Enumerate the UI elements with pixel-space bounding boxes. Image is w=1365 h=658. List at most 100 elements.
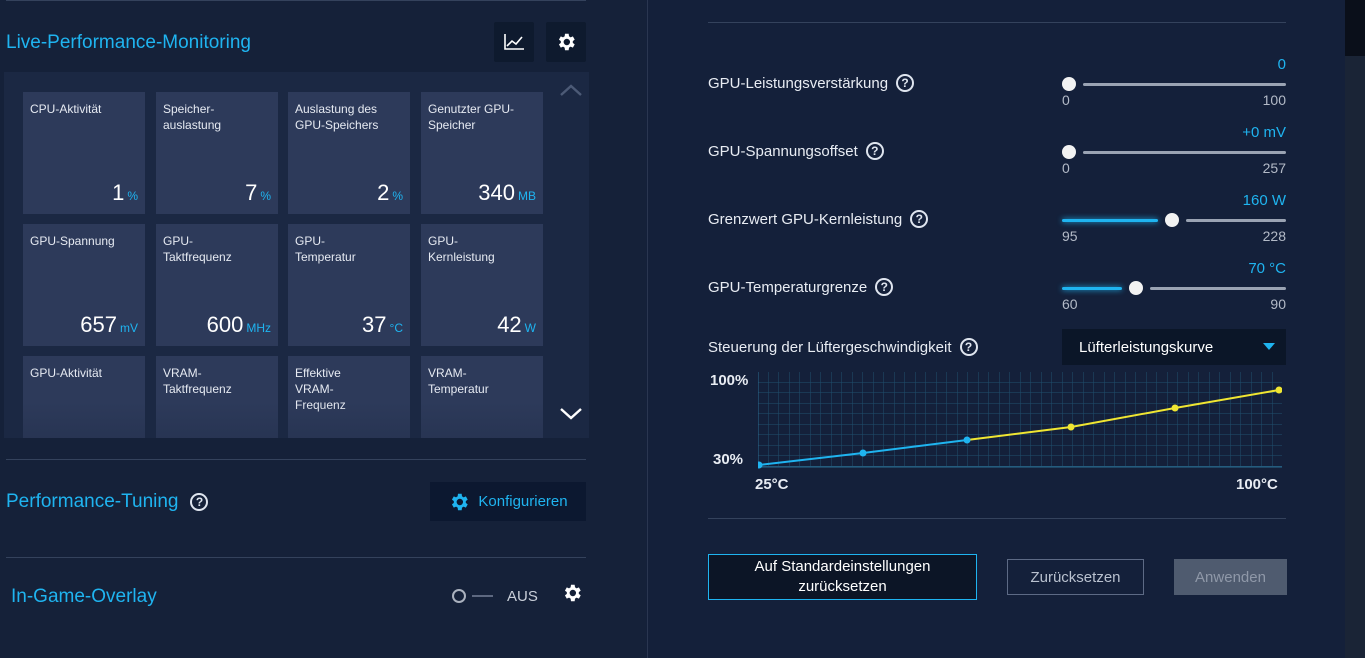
metric-value: 340: [478, 180, 515, 205]
slider-min: 95: [1062, 228, 1078, 244]
metric-tile-gpu-core-power: GPU- Kernleistung 42 W: [421, 224, 543, 346]
fan-y-max-label: 100%: [710, 372, 749, 389]
fan-mode-dropdown[interactable]: Lüfterleistungskurve: [1062, 329, 1286, 365]
fan-curve-point[interactable]: [1067, 423, 1075, 431]
slider-value: 160 W: [1242, 192, 1286, 209]
slider-min: 60: [1062, 296, 1078, 312]
metric-value: 657: [80, 312, 117, 337]
slider-track: [1083, 83, 1286, 86]
fan-x-min-label: 25°C: [755, 476, 789, 493]
slider-knob[interactable]: [1062, 77, 1076, 91]
caret-down-icon: [1263, 343, 1275, 350]
scrollbar[interactable]: [1345, 56, 1365, 658]
fan-mode-value: Lüfterleistungskurve: [1079, 338, 1214, 356]
divider: [6, 459, 586, 460]
metric-label: VRAM- Temperatur: [428, 366, 489, 396]
reset-button[interactable]: Zurücksetzen: [1007, 559, 1144, 595]
tuning-header: Performance-Tuning ?: [6, 491, 209, 513]
window-edge: [1345, 0, 1365, 56]
metric-label: VRAM- Taktfrequenz: [163, 366, 232, 396]
metric-tile-gpu-memory-usage: Auslastung des GPU-Speichers 2%: [288, 92, 410, 214]
right-panel: GPU-Leistungsverstärkung ? 0 0 100 GPU-S…: [647, 0, 1345, 658]
apply-button[interactable]: Anwenden: [1174, 559, 1287, 595]
metric-tile-cpu-activity: CPU-Aktivität 1%: [23, 92, 145, 214]
configure-button[interactable]: Konfigurieren: [430, 482, 586, 521]
metric-label: GPU-Aktivität: [30, 366, 103, 380]
metric-tile-gpu-voltage: GPU-Spannung 657 mV: [23, 224, 145, 346]
fan-curve-point[interactable]: [758, 461, 763, 469]
setting-gpu-boost-label: GPU-Leistungsverstärkung ?: [708, 74, 915, 92]
toggle-knob: [452, 589, 466, 603]
metric-label: Genutzter GPU-Speicher: [428, 102, 515, 132]
overlay-title: In-Game-Overlay: [11, 586, 157, 607]
line-chart-icon: [504, 34, 524, 50]
setting-label: GPU-Leistungsverstärkung: [708, 74, 889, 92]
slider-track: [1186, 219, 1286, 222]
gear-icon: [452, 493, 469, 510]
metric-label: Auslastung des GPU-Speichers: [295, 102, 379, 132]
slider-max: 257: [1262, 160, 1286, 176]
metric-label: CPU-Aktivität: [30, 102, 102, 116]
metric-tile-gpu-memory-used: Genutzter GPU-Speicher 340 MB: [421, 92, 543, 214]
metric-unit: %: [392, 189, 403, 203]
setting-label: GPU-Temperaturgrenze: [708, 278, 868, 296]
help-icon[interactable]: ?: [959, 338, 978, 356]
divider: [708, 518, 1286, 519]
metric-value: 42: [497, 312, 522, 337]
metric-unit: mV: [120, 321, 138, 335]
fan-curve-grid: [758, 372, 1282, 467]
fan-curve-point[interactable]: [859, 449, 867, 457]
fan-control-label: Steuerung der Lüftergeschwindigkeit ?: [708, 338, 978, 356]
setting-voltage-offset-label: GPU-Spannungsoffset ?: [708, 142, 884, 160]
toggle-track: [472, 595, 493, 597]
chevron-up-icon[interactable]: [558, 82, 584, 98]
help-icon[interactable]: ?: [865, 142, 884, 160]
slider-track: [1150, 287, 1286, 290]
configure-label: Konfigurieren: [478, 493, 568, 510]
setting-label: Steuerung der Lüftergeschwindigkeit: [708, 338, 952, 356]
slider-knob[interactable]: [1165, 213, 1179, 227]
metric-tile-gpu-clock: GPU- Taktfrequenz 600 MHz: [156, 224, 278, 346]
fan-curve-point[interactable]: [1171, 404, 1179, 412]
help-icon[interactable]: ?: [190, 493, 209, 511]
help-icon[interactable]: ?: [875, 278, 894, 296]
slider-max: 90: [1270, 296, 1286, 312]
metric-tile-effective-vram-frequency: Effektive VRAM- Frequenz: [288, 356, 410, 438]
slider-knob[interactable]: [1062, 145, 1076, 159]
metric-label: GPU- Temperatur: [295, 234, 356, 264]
monitoring-settings-button[interactable]: [546, 22, 586, 62]
metric-unit: °C: [389, 321, 403, 335]
gpu-boost-slider[interactable]: 0 0 100: [1062, 56, 1286, 108]
metric-unit: MHz: [246, 321, 271, 335]
reset-defaults-button[interactable]: Auf Standardeinstellungen zurücksetzen: [708, 554, 977, 600]
overlay-toggle[interactable]: [452, 588, 496, 604]
slider-fill: [1062, 219, 1158, 222]
setting-temperature-limit-label: GPU-Temperaturgrenze ?: [708, 278, 894, 296]
chart-view-button[interactable]: [494, 22, 534, 62]
metric-unit: MB: [518, 189, 536, 203]
help-icon[interactable]: ?: [896, 74, 915, 92]
metric-label: GPU-Spannung: [30, 234, 115, 248]
metric-unit: %: [127, 189, 138, 203]
temperature-limit-slider[interactable]: 70 °C 60 90: [1062, 260, 1286, 312]
metric-value: 1: [112, 180, 125, 205]
metric-tile-vram-temperature: VRAM- Temperatur: [421, 356, 543, 438]
metrics-grid[interactable]: CPU-Aktivität 1% Speicher- auslastung 7%…: [4, 72, 589, 438]
fan-curve-point[interactable]: [1275, 386, 1283, 394]
metric-value: 2: [377, 180, 390, 205]
fan-curve-point[interactable]: [963, 436, 971, 444]
voltage-offset-slider[interactable]: +0 mV 0 257: [1062, 124, 1286, 176]
fan-y-min-label: 30%: [713, 451, 744, 468]
slider-min: 0: [1062, 160, 1070, 176]
metric-label: Effektive VRAM- Frequenz: [295, 366, 346, 412]
metric-label: GPU- Kernleistung: [428, 234, 495, 264]
slider-track: [1083, 151, 1286, 154]
help-icon[interactable]: ?: [910, 210, 929, 228]
core-power-slider[interactable]: 160 W 95 228: [1062, 192, 1286, 244]
divider: [6, 0, 586, 1]
left-panel: Live-Performance-Monitoring CPU-Aktivitä…: [0, 0, 646, 658]
slider-knob[interactable]: [1129, 281, 1143, 295]
gear-icon[interactable]: [561, 582, 583, 604]
chevron-down-icon[interactable]: [558, 406, 584, 422]
fan-curve-chart[interactable]: [758, 372, 1282, 470]
